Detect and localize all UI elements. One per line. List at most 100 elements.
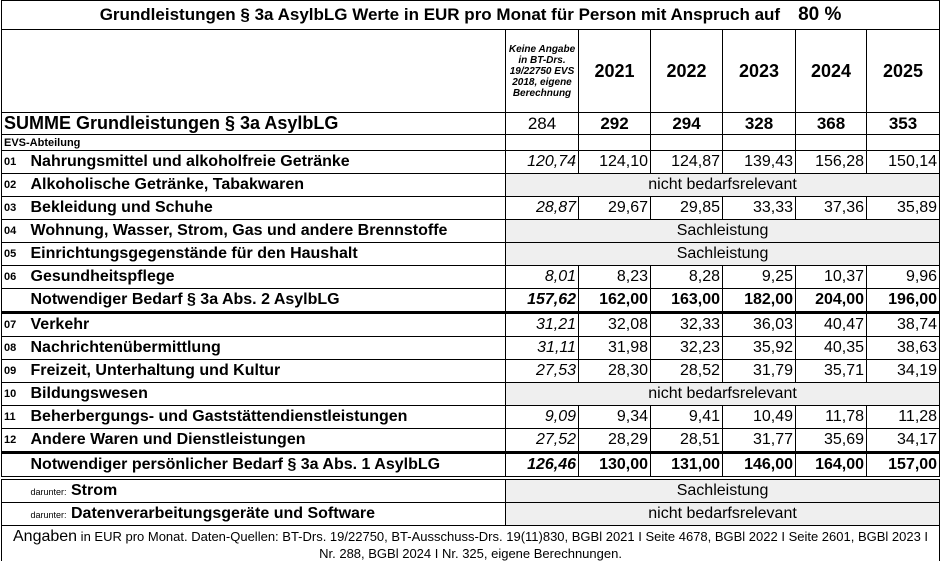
value-cell: 32,23 — [650, 336, 723, 360]
value-cell: 33,33 — [722, 196, 796, 220]
value-cell: 124,87 — [650, 150, 723, 174]
row-label-text: Freizeit, Unterhaltung und Kultur — [30, 362, 281, 379]
table-row: 08 Nachrichtenübermittlung 31,11 31,98 32,23… — [1, 336, 940, 360]
value-cell: 36,03 — [722, 312, 796, 337]
total-row: Notwendiger Bedarf § 3a Abs. 2 AsylbLG 15… — [1, 288, 940, 314]
value-cell: 29,85 — [650, 196, 723, 220]
summe-row: SUMME Grundleistungen § 3a AsylbLG 284 29… — [1, 112, 940, 135]
row-label: darunter: Datenverarbeitungsgeräte und S… — [28, 502, 506, 526]
merged-note: Sachleistung — [504, 477, 940, 503]
header-row: Keine Angabe in BT-Drs. 19/22750 EVS 201… — [1, 29, 940, 113]
summe-label: SUMME Grundleistungen § 3a AsylbLG — [1, 112, 506, 135]
value-cell: 40,35 — [795, 336, 867, 360]
year-header: 2021 — [578, 29, 651, 113]
value-cell: 28,52 — [650, 359, 723, 383]
value-cell: 40,47 — [795, 312, 867, 337]
row-code: 06 — [1, 265, 29, 289]
row-code: 07 — [1, 312, 29, 337]
value-cell: 284 — [505, 112, 579, 135]
value-cell: 196,00 — [865, 288, 940, 314]
row-label: Beherbergungs- und Gaststättendienstleis… — [28, 405, 506, 429]
value-cell: 156,28 — [795, 150, 867, 174]
value-cell: 9,09 — [505, 405, 579, 429]
value-cell: 35,69 — [795, 428, 867, 454]
table-row: 02 Alkoholische Getränke, Tabakwaren nicht… — [1, 173, 940, 197]
value-cell: 28,29 — [578, 428, 651, 454]
row-label-text: Andere Waren und Dienstleistungen — [30, 431, 306, 448]
value-cell: 35,89 — [865, 196, 940, 220]
row-label-text: Nachrichtenübermittlung — [30, 339, 221, 356]
table-row: 09 Freizeit, Unterhaltung und Kultur 27,53… — [1, 359, 940, 383]
row-code — [1, 502, 29, 526]
row-code — [1, 477, 29, 503]
value-cell: 328 — [722, 112, 796, 135]
row-code: 04 — [1, 219, 29, 243]
row-label-text: Einrichtungsgegenstände für den Haushalt — [30, 245, 358, 262]
table-row: 05 Einrichtungsgegenstände für den Hausha… — [1, 242, 940, 266]
year-header: 2022 — [650, 29, 723, 113]
row-label-text: Alkoholische Getränke, Tabakwaren — [30, 176, 305, 193]
value-cell: 31,11 — [505, 336, 579, 360]
row-label: Notwendiger persönlicher Bedarf § 3a Abs… — [28, 452, 506, 480]
row-label: Wohnung, Wasser, Strom, Gas und andere B… — [28, 219, 506, 243]
row-label-text: Gesundheitspflege — [30, 268, 175, 285]
value-cell: 120,74 — [505, 150, 579, 174]
value-cell: 131,00 — [650, 452, 723, 480]
merged-note: Sachleistung — [504, 219, 940, 243]
table-row: 03 Bekleidung und Schuhe 28,87 29,67 29,85 33… — [1, 196, 940, 220]
value-cell: 27,53 — [505, 359, 579, 383]
merged-note: nicht bedarfsrelevant — [504, 382, 940, 406]
table-row: 11 Beherbergungs- und Gaststättendienstle… — [1, 405, 940, 429]
row-label: Gesundheitspflege — [28, 265, 506, 289]
evs-label-row: EVS-Abteilung — [1, 134, 940, 151]
row-label-text: Verkehr — [30, 316, 90, 333]
evs-label: EVS-Abteilung — [1, 134, 506, 151]
table-title: Grundleistungen § 3a AsylbLG Werte in EU… — [99, 5, 781, 24]
value-cell: 31,98 — [578, 336, 651, 360]
value-cell: 157,62 — [505, 288, 579, 314]
row-code — [1, 452, 29, 480]
footer-note: Angaben in EUR pro Monat. Daten-Quellen:… — [0, 525, 940, 561]
percent-value: 80 % — [798, 4, 842, 25]
row-label-text: Wohnung, Wasser, Strom, Gas und andere B… — [30, 222, 448, 239]
table-row: darunter: Strom Sachleistung — [1, 477, 940, 503]
total-row: Notwendiger persönlicher Bedarf § 3a Abs… — [1, 452, 940, 480]
row-label: Nachrichtenübermittlung — [28, 336, 506, 360]
row-label-text: Datenverarbeitungsgeräte und Software — [70, 505, 376, 522]
merged-note: nicht bedarfsrelevant — [504, 173, 940, 197]
row-label: Freizeit, Unterhaltung und Kultur — [28, 359, 506, 383]
row-label: Alkoholische Getränke, Tabakwaren — [28, 173, 506, 197]
row-code: 08 — [1, 336, 29, 360]
value-cell: 139,43 — [722, 150, 796, 174]
value-cell: 294 — [650, 112, 723, 135]
table-row: 06 Gesundheitspflege 8,01 8,23 8,28 9,25 10,37… — [1, 265, 940, 289]
value-cell: 182,00 — [722, 288, 796, 314]
footer-lead: Angaben — [13, 528, 78, 545]
table-row: 01 Nahrungsmittel und alkoholfreie Geträn… — [1, 150, 940, 174]
value-cell: 146,00 — [722, 452, 796, 480]
value-cell: 163,00 — [650, 288, 723, 314]
value-cell: 31,77 — [722, 428, 796, 454]
merged-note: Sachleistung — [504, 242, 940, 266]
value-cell: 28,87 — [505, 196, 579, 220]
value-cell: 9,25 — [722, 265, 796, 289]
value-cell: 126,46 — [505, 452, 579, 480]
row-label: Einrichtungsgegenstände für den Haushalt — [28, 242, 506, 266]
value-cell: 32,08 — [578, 312, 651, 337]
value-cell: 9,34 — [578, 405, 651, 429]
row-label-text: Notwendiger persönlicher Bedarf § 3a Abs… — [30, 456, 441, 473]
row-label-text: Strom — [70, 482, 118, 499]
row-code — [1, 288, 29, 314]
row-label-text: Beherbergungs- und Gaststättendienstleis… — [30, 408, 408, 425]
row-label-text: Nahrungsmittel und alkoholfreie Getränke — [30, 153, 350, 170]
value-cell: 8,01 — [505, 265, 579, 289]
footer-text: in EUR pro Monat. Daten-Quellen: BT-Drs.… — [77, 529, 929, 561]
row-label: Andere Waren und Dienstleistungen — [28, 428, 506, 454]
value-cell: 28,30 — [578, 359, 651, 383]
row-code: 02 — [1, 173, 29, 197]
row-label: Bildungswesen — [28, 382, 506, 406]
row-prefix: darunter: — [30, 487, 67, 497]
value-cell: 11,78 — [795, 405, 867, 429]
